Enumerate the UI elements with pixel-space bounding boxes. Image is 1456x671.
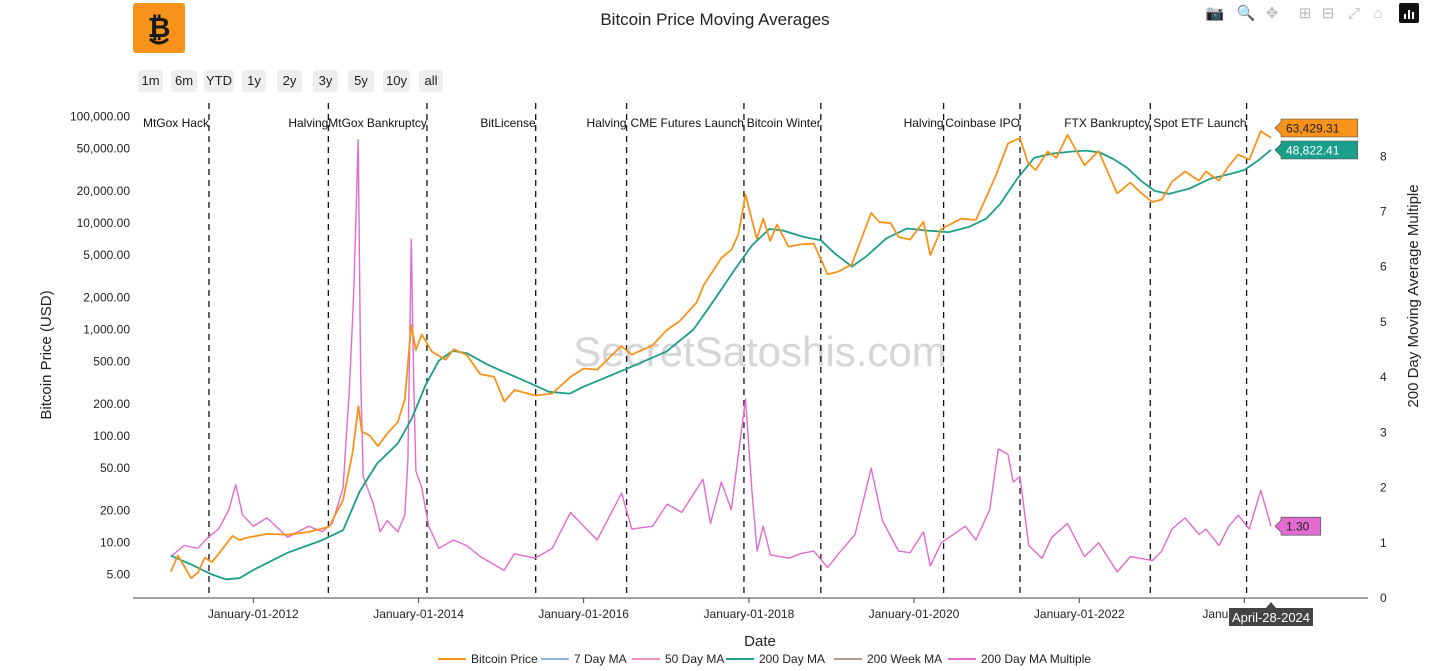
y2-axis-title: 200 Day Moving Average Multiple xyxy=(1405,184,1422,407)
legend: Bitcoin Price 7 Day MA 50 Day MA 200 Day MA… xyxy=(438,652,1091,666)
reset-axes-icon[interactable]: ⌂ xyxy=(1373,5,1383,22)
value-label-box xyxy=(1274,516,1321,536)
event-label: MtGox Hack xyxy=(143,116,210,130)
legend-item-ma7: 7 Day MA xyxy=(574,652,627,666)
range-button-3y[interactable]: 3y xyxy=(313,70,338,92)
plotly-logo-icon[interactable] xyxy=(1399,3,1419,23)
event-label: BitLicense xyxy=(480,116,536,130)
watermark: SecretSatoshis.com xyxy=(573,328,947,375)
range-button-1m[interactable]: 1m xyxy=(138,70,163,92)
event-label: Halving xyxy=(904,116,944,130)
x-tick-label: January-01-2020 xyxy=(869,607,960,621)
event-label: MtGox Bankruptcy xyxy=(328,116,427,130)
y2-tick-label: 8 xyxy=(1380,149,1387,163)
legend-item-multiple: 200 Day MA Multiple xyxy=(981,652,1091,666)
x-tick-label: January-01-2022 xyxy=(1034,607,1125,621)
y2-tick-label: 3 xyxy=(1380,425,1387,439)
hover-date-label: April-28-2024 xyxy=(1232,610,1310,625)
y2-tick-label: 1 xyxy=(1380,536,1387,550)
range-button-1y[interactable]: 1y xyxy=(242,70,266,92)
legend-item-price: Bitcoin Price xyxy=(471,652,538,666)
x-axis-title: Date xyxy=(744,633,776,650)
x-tick-label: January-01-2014 xyxy=(373,607,464,621)
y-axis-title: Bitcoin Price (USD) xyxy=(38,290,55,419)
legend-item-ma200: 200 Day MA xyxy=(759,652,825,666)
pan-icon[interactable]: ✥ xyxy=(1265,5,1279,22)
range-button-ytd[interactable]: YTD xyxy=(204,70,234,92)
event-label: CME Futures Launch xyxy=(631,116,744,130)
y2-tick-label: 6 xyxy=(1380,260,1387,274)
zoom-icon[interactable]: 🔍 xyxy=(1236,5,1256,22)
y-tick-label: 50.00 xyxy=(100,461,130,475)
range-button-6m[interactable]: 6m xyxy=(171,70,197,92)
x-tick-label: January-01-2016 xyxy=(538,607,629,621)
value-label: 48,822.41 xyxy=(1286,144,1340,158)
x-tick-label: Janua xyxy=(1202,607,1235,621)
camera-icon[interactable]: 📷 xyxy=(1205,5,1225,22)
y-tick-label: 10,000.00 xyxy=(77,216,131,230)
legend-item-ma200w: 200 Week MA xyxy=(867,652,942,666)
y-tick-label: 2,000.00 xyxy=(83,290,130,304)
bitcoin-smile-logo-icon: ₿ xyxy=(148,12,171,45)
legend-item-ma50: 50 Day MA xyxy=(665,652,724,666)
svg-text:₿: ₿ xyxy=(148,12,171,43)
y2-tick-label: 4 xyxy=(1380,370,1387,384)
range-button-2y[interactable]: 2y xyxy=(277,70,302,92)
value-label: 1.30 xyxy=(1286,520,1310,534)
brand-logo: ₿ xyxy=(133,3,185,53)
y-tick-label: 1,000.00 xyxy=(83,323,130,337)
y-tick-label: 50,000.00 xyxy=(77,142,131,156)
y-tick-label: 5,000.00 xyxy=(83,248,130,262)
series-line-ma200 xyxy=(170,149,1272,581)
x-tick-label: January-01-2018 xyxy=(704,607,795,621)
event-label: Halving xyxy=(587,116,627,130)
event-label: FTX Bankruptcy xyxy=(1064,116,1150,130)
y2-tick-label: 5 xyxy=(1380,315,1387,329)
chart-title: Bitcoin Price Moving Averages xyxy=(600,10,830,29)
event-label: Coinbase IPO xyxy=(945,116,1020,130)
range-button-5y[interactable]: 5y xyxy=(348,70,374,92)
y-tick-label: 200.00 xyxy=(93,397,130,411)
value-label: 63,429.31 xyxy=(1286,122,1340,136)
event-label: Halving xyxy=(288,116,328,130)
y-tick-label: 100.00 xyxy=(93,429,130,443)
y-tick-label: 20.00 xyxy=(100,503,130,517)
y-tick-label: 20,000.00 xyxy=(77,184,131,198)
value-label-box xyxy=(1274,118,1358,138)
series-line-multiple xyxy=(170,139,1272,573)
event-label: Bitcoin Winter xyxy=(747,116,821,130)
event-label: Spot ETF Launch xyxy=(1153,116,1246,130)
y-tick-label: 5.00 xyxy=(107,567,131,581)
hover-date-box xyxy=(1228,602,1313,626)
y-tick-label: 100,000.00 xyxy=(70,110,130,124)
x-tick-label: January-01-2012 xyxy=(208,607,299,621)
zoom-in-icon[interactable]: ⊞ xyxy=(1298,5,1312,22)
y2-tick-label: 7 xyxy=(1380,204,1387,218)
y2-tick-label: 0 xyxy=(1380,591,1387,605)
value-label-box xyxy=(1274,140,1358,160)
range-button-10y[interactable]: 10y xyxy=(383,70,410,92)
range-button-all[interactable]: all xyxy=(419,70,443,92)
series-line-price xyxy=(169,130,1272,580)
y-tick-label: 500.00 xyxy=(93,355,130,369)
y2-tick-label: 2 xyxy=(1380,481,1387,495)
zoom-out-icon[interactable]: ⊟ xyxy=(1321,5,1335,22)
y-tick-label: 10.00 xyxy=(100,535,130,549)
autoscale-icon[interactable]: ⤢ xyxy=(1347,5,1360,22)
